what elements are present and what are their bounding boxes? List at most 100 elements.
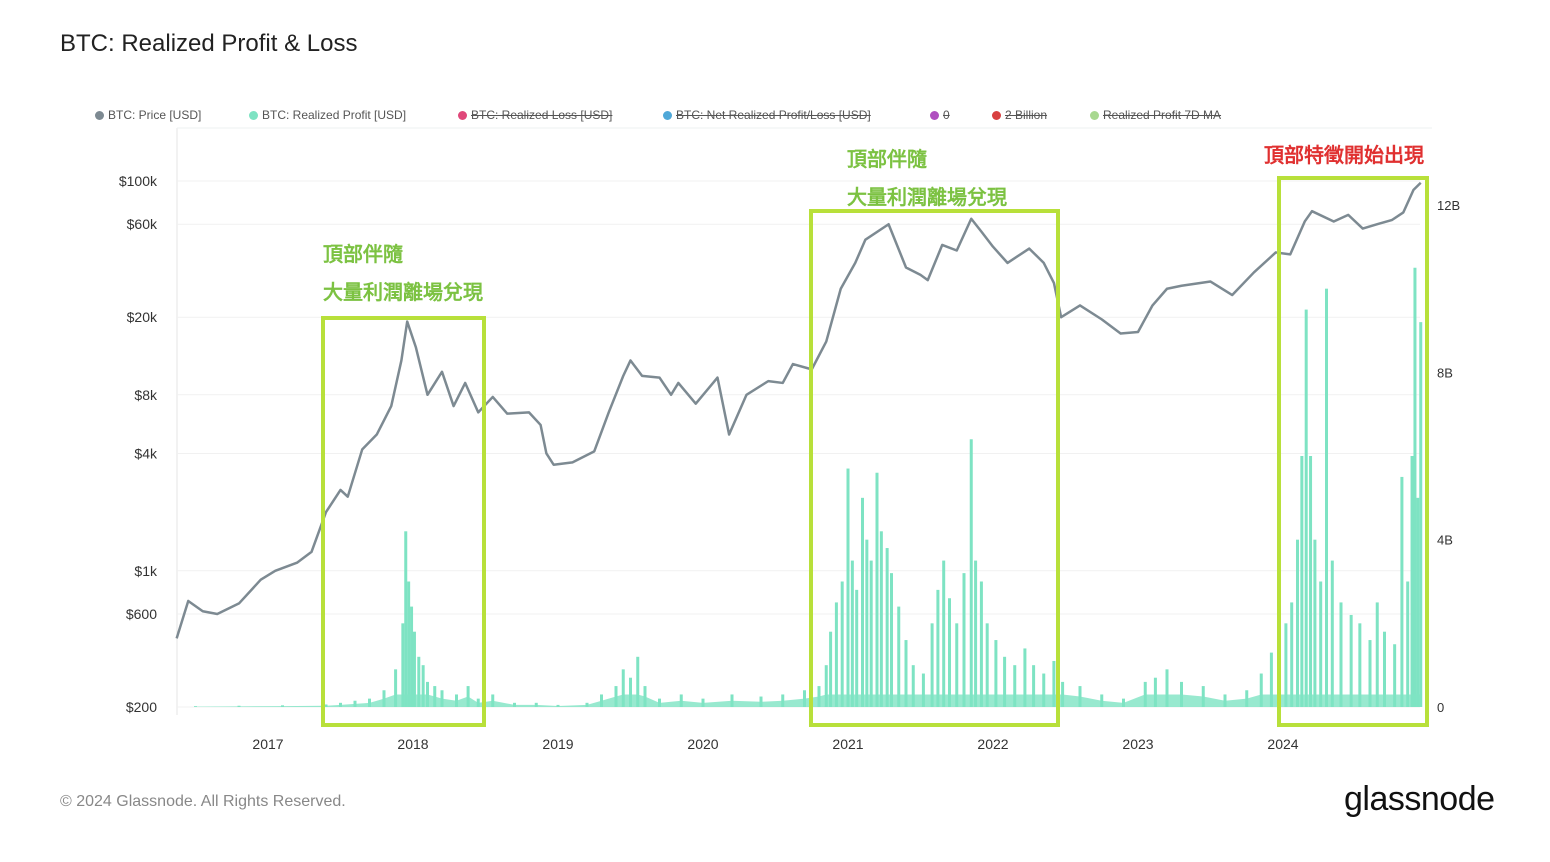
profit-bar (865, 539, 869, 707)
profit-bar (1296, 539, 1299, 707)
legend-label: BTC: Net Realized Profit/Loss [USD] (676, 108, 871, 122)
y-left-tick-label: $60k (127, 216, 158, 232)
profit-bar (921, 673, 925, 707)
profit-bar (1400, 476, 1404, 707)
legend-label: BTC: Price [USD] (108, 108, 202, 122)
profit-bar (1309, 456, 1313, 707)
profit-bar (394, 669, 398, 707)
profit-bar (1023, 648, 1027, 707)
profit-bar (803, 690, 806, 707)
profit-bar (840, 581, 844, 707)
legend-label: BTC: Realized Profit [USD] (262, 108, 407, 122)
legend-item[interactable]: BTC: Net Realized Profit/Loss [USD] (663, 108, 871, 122)
x-tick-label: 2021 (832, 736, 863, 752)
legend-item[interactable]: BTC: Realized Profit [USD] (249, 108, 406, 122)
legend-item[interactable]: 0 (930, 108, 950, 122)
legend-label: Realized Profit 7D MA (1103, 108, 1222, 122)
profit-bar (850, 560, 854, 707)
profit-bar (643, 686, 647, 707)
profit-bar (1416, 497, 1420, 707)
profit-bar (629, 677, 632, 707)
profit-bar (969, 439, 973, 707)
profit-bar (985, 623, 989, 707)
legend-dot-icon (249, 111, 258, 120)
copyright: © 2024 Glassnode. All Rights Reserved. (60, 793, 346, 810)
profit-bar (404, 531, 408, 707)
annotation-line: 頂部特徵開始出現 (1264, 145, 1424, 167)
profit-bar (1413, 267, 1417, 707)
annotation-line: 大量利潤離場兌現 (847, 187, 1007, 209)
profit-bar (861, 497, 864, 707)
profit-bar (1153, 677, 1157, 707)
legend-dot-icon (458, 111, 467, 120)
y-left-tick-label: $20k (127, 309, 158, 325)
profit-bar (433, 686, 437, 707)
profit-bar (904, 640, 908, 707)
y-right-tick-label: 12B (1437, 198, 1460, 213)
profit-bar (942, 560, 946, 707)
profit-bar (1410, 456, 1414, 707)
y-left-tick-label: $4k (134, 445, 158, 461)
profit-bar (1330, 560, 1334, 707)
profit-bar (1313, 539, 1317, 707)
profit-area (195, 694, 1421, 707)
profit-bar (879, 531, 883, 707)
legend-item[interactable]: BTC: Realized Loss [USD] (458, 108, 612, 122)
legend-item[interactable]: Realized Profit 7D MA (1090, 108, 1221, 122)
price-line (175, 181, 1422, 639)
profit-bar (890, 573, 893, 707)
profit-bar (1078, 686, 1082, 707)
profit-bar (382, 690, 386, 707)
profit-bar (875, 472, 879, 707)
profit-bar (834, 602, 838, 707)
x-tick-label: 2017 (252, 736, 283, 752)
profit-bar (869, 560, 873, 707)
annotation-line: 頂部伴隨 (323, 244, 403, 266)
profit-bar (1300, 456, 1304, 707)
glassnode-logo: glassnode (1344, 780, 1495, 818)
profit-bar (1406, 581, 1410, 707)
profit-bar (1042, 673, 1046, 707)
annotation-line: 大量利潤離場兌現 (323, 282, 483, 304)
legend-dot-icon (663, 111, 672, 120)
x-tick-label: 2020 (687, 736, 718, 752)
profit-bar (1284, 623, 1288, 707)
annotation-2024: 頂部特徵開始出現 (1264, 139, 1424, 168)
profit-bar (911, 665, 915, 707)
profit-bar (1245, 690, 1249, 707)
profit-bar (1304, 309, 1308, 707)
profit-bar (885, 548, 889, 707)
profit-bar (1419, 322, 1423, 707)
profit-bar (1052, 660, 1056, 707)
profit-bar (829, 631, 833, 707)
legend-dot-icon (992, 111, 1001, 120)
x-tick-label: 2023 (1122, 736, 1153, 752)
profit-bar (846, 468, 850, 707)
profit-bar (1319, 581, 1323, 707)
profit-bar (1165, 669, 1169, 707)
legend-item[interactable]: BTC: Price [USD] (95, 108, 201, 122)
legend-item[interactable]: 2 Billion (992, 108, 1047, 122)
annotation-2021: 頂部伴隨 大量利潤離場兌現 (847, 141, 1007, 217)
profit-bar (1201, 686, 1205, 707)
profit-bar (440, 690, 444, 707)
profit-bar (1003, 656, 1007, 707)
profit-bar (1032, 665, 1036, 707)
annotation-line: 頂部伴隨 (847, 149, 927, 171)
y-left-tick-label: $8k (134, 387, 158, 403)
profit-bar (1375, 602, 1379, 707)
x-tick-label: 2024 (1267, 736, 1298, 752)
profit-bar (948, 598, 951, 707)
x-tick-label: 2019 (542, 736, 573, 752)
y-left-tick-label: $100k (119, 173, 158, 189)
profit-bar (897, 606, 901, 707)
x-tick-label: 2018 (397, 736, 428, 752)
legend-dot-icon (930, 111, 939, 120)
profit-bar (1393, 644, 1397, 707)
annotation-box (321, 316, 486, 727)
profit-bar (994, 640, 998, 707)
profit-bar (936, 589, 940, 707)
y-left-tick-label: $200 (126, 699, 157, 715)
profit-bar (621, 669, 625, 707)
profit-bar (955, 623, 959, 707)
